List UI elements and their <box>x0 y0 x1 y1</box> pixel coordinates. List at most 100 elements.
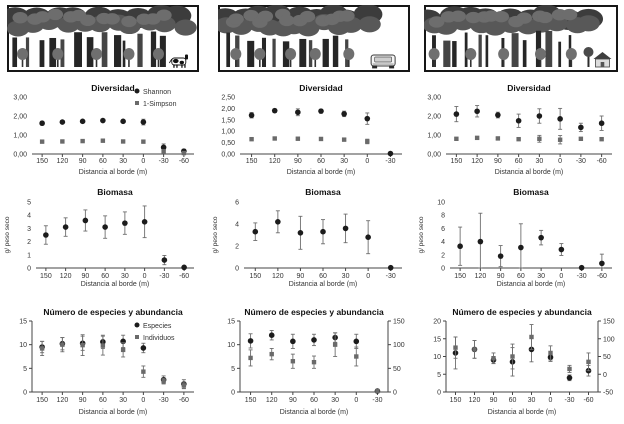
svg-text:-30: -30 <box>159 397 169 404</box>
car-icon <box>370 54 396 69</box>
svg-text:0: 0 <box>603 372 607 379</box>
svg-text:0: 0 <box>231 390 235 397</box>
svg-text:-60: -60 <box>179 158 189 165</box>
chart-diversidad-0: Diversidad 0,00 1,00 2,00 3,00 150 120 90 60 30 0 -… <box>2 82 206 185</box>
svg-text:60: 60 <box>509 397 517 404</box>
x-axis-label: Distancia al borde (m) <box>81 281 149 288</box>
y-axis-label: g/ peso seco <box>418 216 425 253</box>
svg-text:150: 150 <box>40 273 52 280</box>
svg-text:4: 4 <box>235 222 239 229</box>
chart-biomasa-0: Biomasa 0 1 2 3 4 5 150 120 90 60 30 0 -30 -60 Distanci… <box>2 182 206 295</box>
svg-text:60: 60 <box>319 273 327 280</box>
svg-text:120: 120 <box>469 397 481 404</box>
x-axis-label: Distancia al borde (m) <box>79 409 147 416</box>
svg-text:150: 150 <box>393 319 405 326</box>
chart-diversidad-2: Diversidad 0,00 1,00 2,00 3,00 150 120 90 60 30 0 -… <box>416 82 624 185</box>
tree-canopy <box>218 5 383 37</box>
svg-text:120: 120 <box>57 397 69 404</box>
svg-text:120: 120 <box>269 158 281 165</box>
svg-text:-60: -60 <box>583 397 593 404</box>
svg-text:150: 150 <box>245 397 257 404</box>
svg-text:0: 0 <box>143 273 147 280</box>
x-axis-label: Distancia al borde (m) <box>280 409 348 416</box>
svg-text:30: 30 <box>535 158 543 165</box>
svg-text:90: 90 <box>79 158 87 165</box>
svg-text:-30: -30 <box>576 158 586 165</box>
forest-edge-with-settlement <box>424 5 618 72</box>
svg-text:-60: -60 <box>179 273 189 280</box>
chart-title: Número de especies y abundancia <box>43 307 183 317</box>
svg-text:1,00: 1,00 <box>427 133 441 140</box>
svg-text:1,00: 1,00 <box>13 133 27 140</box>
svg-text:20: 20 <box>433 319 441 326</box>
svg-text:5: 5 <box>27 200 31 207</box>
svg-text:8: 8 <box>441 213 445 220</box>
svg-text:60: 60 <box>310 397 318 404</box>
svg-text:90: 90 <box>294 158 302 165</box>
svg-text:2,00: 2,00 <box>13 114 27 121</box>
svg-text:0,00: 0,00 <box>221 152 235 159</box>
svg-text:0: 0 <box>549 397 553 404</box>
svg-text:4: 4 <box>27 213 31 220</box>
chart-title: Número de especies y abundancia <box>452 307 592 317</box>
svg-text:150: 150 <box>36 397 48 404</box>
svg-text:0: 0 <box>141 397 145 404</box>
svg-text:30: 30 <box>537 273 545 280</box>
svg-text:-30: -30 <box>386 273 396 280</box>
chart-n-mero-de-especies-y-abundancia-0: Número de especies y abundancia 0 5 10 15 150… <box>2 288 206 424</box>
svg-text:90: 90 <box>497 273 505 280</box>
svg-text:30: 30 <box>342 273 350 280</box>
svg-text:-60: -60 <box>179 397 189 404</box>
svg-text:30: 30 <box>121 273 129 280</box>
svg-text:150: 150 <box>36 158 48 165</box>
svg-text:150: 150 <box>249 273 261 280</box>
svg-text:10: 10 <box>19 342 27 349</box>
svg-text:90: 90 <box>289 397 297 404</box>
chart-biomasa-2: Biomasa 0 2 4 6 8 10 150 120 90 60 30 0 -30 -60 Distanc… <box>416 182 624 295</box>
tree-trunks <box>226 32 355 67</box>
svg-text:-60: -60 <box>597 158 607 165</box>
svg-text:15: 15 <box>227 319 235 326</box>
tree-canopy <box>7 5 197 37</box>
svg-text:100: 100 <box>393 342 405 349</box>
svg-text:-30: -30 <box>564 397 574 404</box>
legend-label: 1-Simpson <box>143 101 177 108</box>
svg-text:-30: -30 <box>372 397 382 404</box>
chart-diversidad-1: Diversidad 0,00 0,50 1,00 1,50 2,00 2,50 150 120… <box>210 82 414 185</box>
svg-text:0,50: 0,50 <box>221 140 235 147</box>
svg-text:90: 90 <box>297 273 305 280</box>
svg-text:60: 60 <box>99 158 107 165</box>
svg-text:50: 50 <box>603 354 611 361</box>
svg-text:100: 100 <box>603 336 615 343</box>
svg-text:60: 60 <box>317 158 325 165</box>
chart-title: Biomasa <box>97 187 133 197</box>
svg-text:3,00: 3,00 <box>427 95 441 102</box>
svg-text:15: 15 <box>433 336 441 343</box>
svg-text:150: 150 <box>450 397 462 404</box>
svg-text:60: 60 <box>515 158 523 165</box>
svg-text:10: 10 <box>437 200 445 207</box>
svg-text:0: 0 <box>366 273 370 280</box>
svg-text:1,50: 1,50 <box>221 117 235 124</box>
svg-text:30: 30 <box>331 397 339 404</box>
svg-text:-30: -30 <box>385 158 395 165</box>
tree-trunks <box>12 31 166 67</box>
svg-text:15: 15 <box>19 319 27 326</box>
svg-text:0: 0 <box>393 390 397 397</box>
svg-text:2: 2 <box>441 252 445 259</box>
x-axis-label: Distancia al borde (m) <box>289 281 357 288</box>
svg-text:6: 6 <box>235 200 239 207</box>
svg-text:-50: -50 <box>603 390 613 397</box>
svg-text:90: 90 <box>79 397 87 404</box>
svg-text:120: 120 <box>272 273 284 280</box>
cow-icon <box>168 54 188 68</box>
chart-title: Número de especies y abundancia <box>244 307 384 317</box>
svg-text:150: 150 <box>603 319 615 326</box>
house-icon <box>583 47 612 68</box>
chart-title: Biomasa <box>513 187 549 197</box>
svg-text:0,00: 0,00 <box>427 152 441 159</box>
svg-text:-30: -30 <box>577 273 587 280</box>
svg-text:120: 120 <box>266 397 278 404</box>
svg-text:5: 5 <box>23 366 27 373</box>
